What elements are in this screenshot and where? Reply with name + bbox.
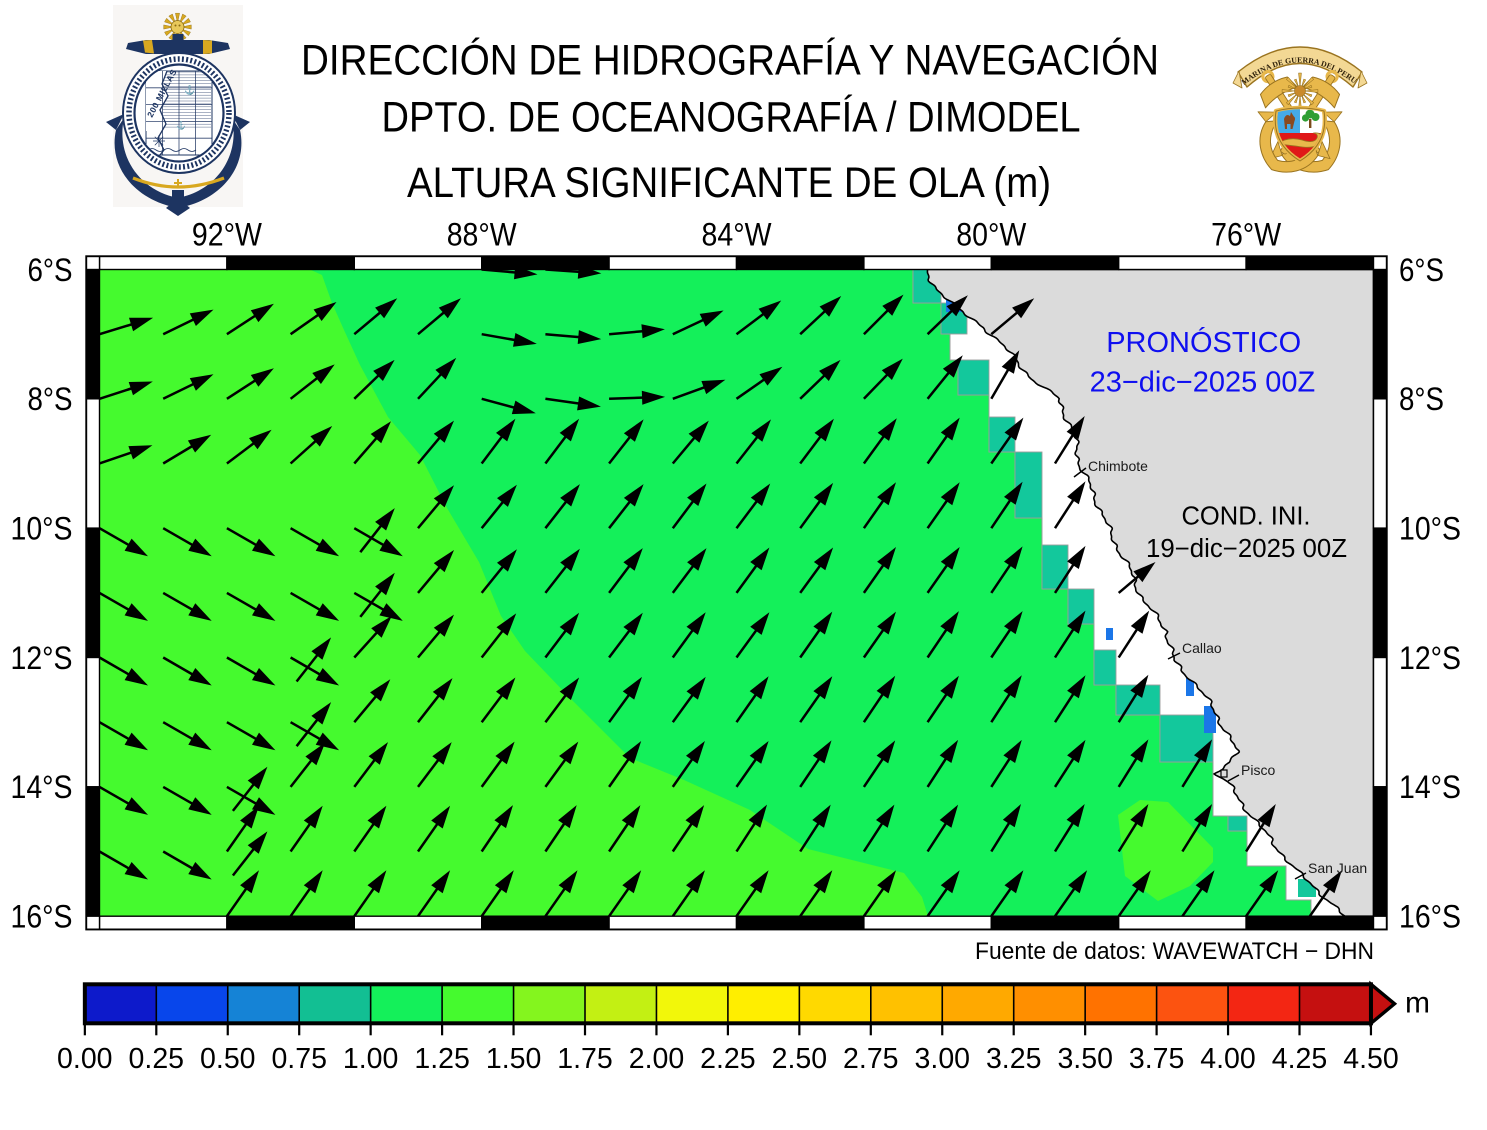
svg-text:⚓: ⚓ xyxy=(184,84,195,95)
svg-text:76°W: 76°W xyxy=(1211,217,1282,253)
svg-text:12°S: 12°S xyxy=(1399,640,1461,676)
svg-text:14°S: 14°S xyxy=(11,769,73,805)
svg-text:16°S: 16°S xyxy=(1399,899,1461,935)
svg-text:COND. INI.: COND. INI. xyxy=(1182,501,1311,531)
svg-text:4.50: 4.50 xyxy=(1343,1043,1398,1075)
svg-text:0.75: 0.75 xyxy=(271,1043,326,1075)
svg-text:Chimbote: Chimbote xyxy=(1088,458,1148,474)
svg-text:2.75: 2.75 xyxy=(843,1043,898,1075)
svg-text:88°W: 88°W xyxy=(447,217,518,253)
svg-text:m: m xyxy=(1405,987,1430,1020)
svg-text:16°S: 16°S xyxy=(11,899,73,935)
svg-text:2.25: 2.25 xyxy=(700,1043,755,1075)
svg-text:0.25: 0.25 xyxy=(129,1043,184,1075)
svg-text:3.00: 3.00 xyxy=(915,1043,970,1075)
svg-text:8°S: 8°S xyxy=(28,381,73,417)
svg-text:4.25: 4.25 xyxy=(1272,1043,1327,1075)
svg-text:3.75: 3.75 xyxy=(1129,1043,1184,1075)
svg-text:2.50: 2.50 xyxy=(772,1043,827,1075)
svg-text:1.50: 1.50 xyxy=(486,1043,541,1075)
svg-text:80°W: 80°W xyxy=(956,217,1027,253)
svg-text:10°S: 10°S xyxy=(1399,511,1461,547)
svg-text:Fuente de datos: WAVEWATCH − D: Fuente de datos: WAVEWATCH − DHN xyxy=(975,938,1374,965)
svg-text:0.50: 0.50 xyxy=(200,1043,255,1075)
svg-text:1.00: 1.00 xyxy=(343,1043,398,1075)
svg-text:23−dic−2025 00Z: 23−dic−2025 00Z xyxy=(1090,366,1316,398)
svg-text:10°S: 10°S xyxy=(11,511,73,547)
svg-text:3.50: 3.50 xyxy=(1057,1043,1112,1075)
svg-text:PRONÓSTICO: PRONÓSTICO xyxy=(1106,326,1301,359)
svg-text:3.25: 3.25 xyxy=(986,1043,1041,1075)
svg-text:DPTO. DE OCEANOGRAFÍA / DIMODE: DPTO. DE OCEANOGRAFÍA / DIMODEL xyxy=(382,94,1081,142)
svg-text:1.75: 1.75 xyxy=(557,1043,612,1075)
svg-text:19−dic−2025 00Z: 19−dic−2025 00Z xyxy=(1146,535,1347,563)
svg-text:92°W: 92°W xyxy=(192,217,263,253)
svg-text:1.25: 1.25 xyxy=(414,1043,469,1075)
svg-text:0.00: 0.00 xyxy=(57,1043,112,1075)
svg-text:6°S: 6°S xyxy=(28,252,73,288)
svg-text:6°S: 6°S xyxy=(1399,252,1444,288)
svg-text:8°S: 8°S xyxy=(1399,381,1444,417)
svg-text:14°S: 14°S xyxy=(1399,769,1461,805)
svg-text:Pisco: Pisco xyxy=(1241,762,1275,778)
svg-text:84°W: 84°W xyxy=(702,217,773,253)
svg-text:Callao: Callao xyxy=(1182,640,1222,656)
svg-text:⚓: ⚓ xyxy=(176,120,186,130)
svg-text:ALTURA SIGNIFICANTE DE OLA (m): ALTURA SIGNIFICANTE DE OLA (m) xyxy=(407,159,1051,207)
svg-text:DIRECCIÓN DE HIDROGRAFÍA Y NAV: DIRECCIÓN DE HIDROGRAFÍA Y NAVEGACIÓN xyxy=(301,37,1159,85)
svg-text:San Juan: San Juan xyxy=(1308,860,1367,876)
svg-text:12°S: 12°S xyxy=(11,640,73,676)
svg-text:2.00: 2.00 xyxy=(629,1043,684,1075)
svg-text:4.00: 4.00 xyxy=(1200,1043,1255,1075)
